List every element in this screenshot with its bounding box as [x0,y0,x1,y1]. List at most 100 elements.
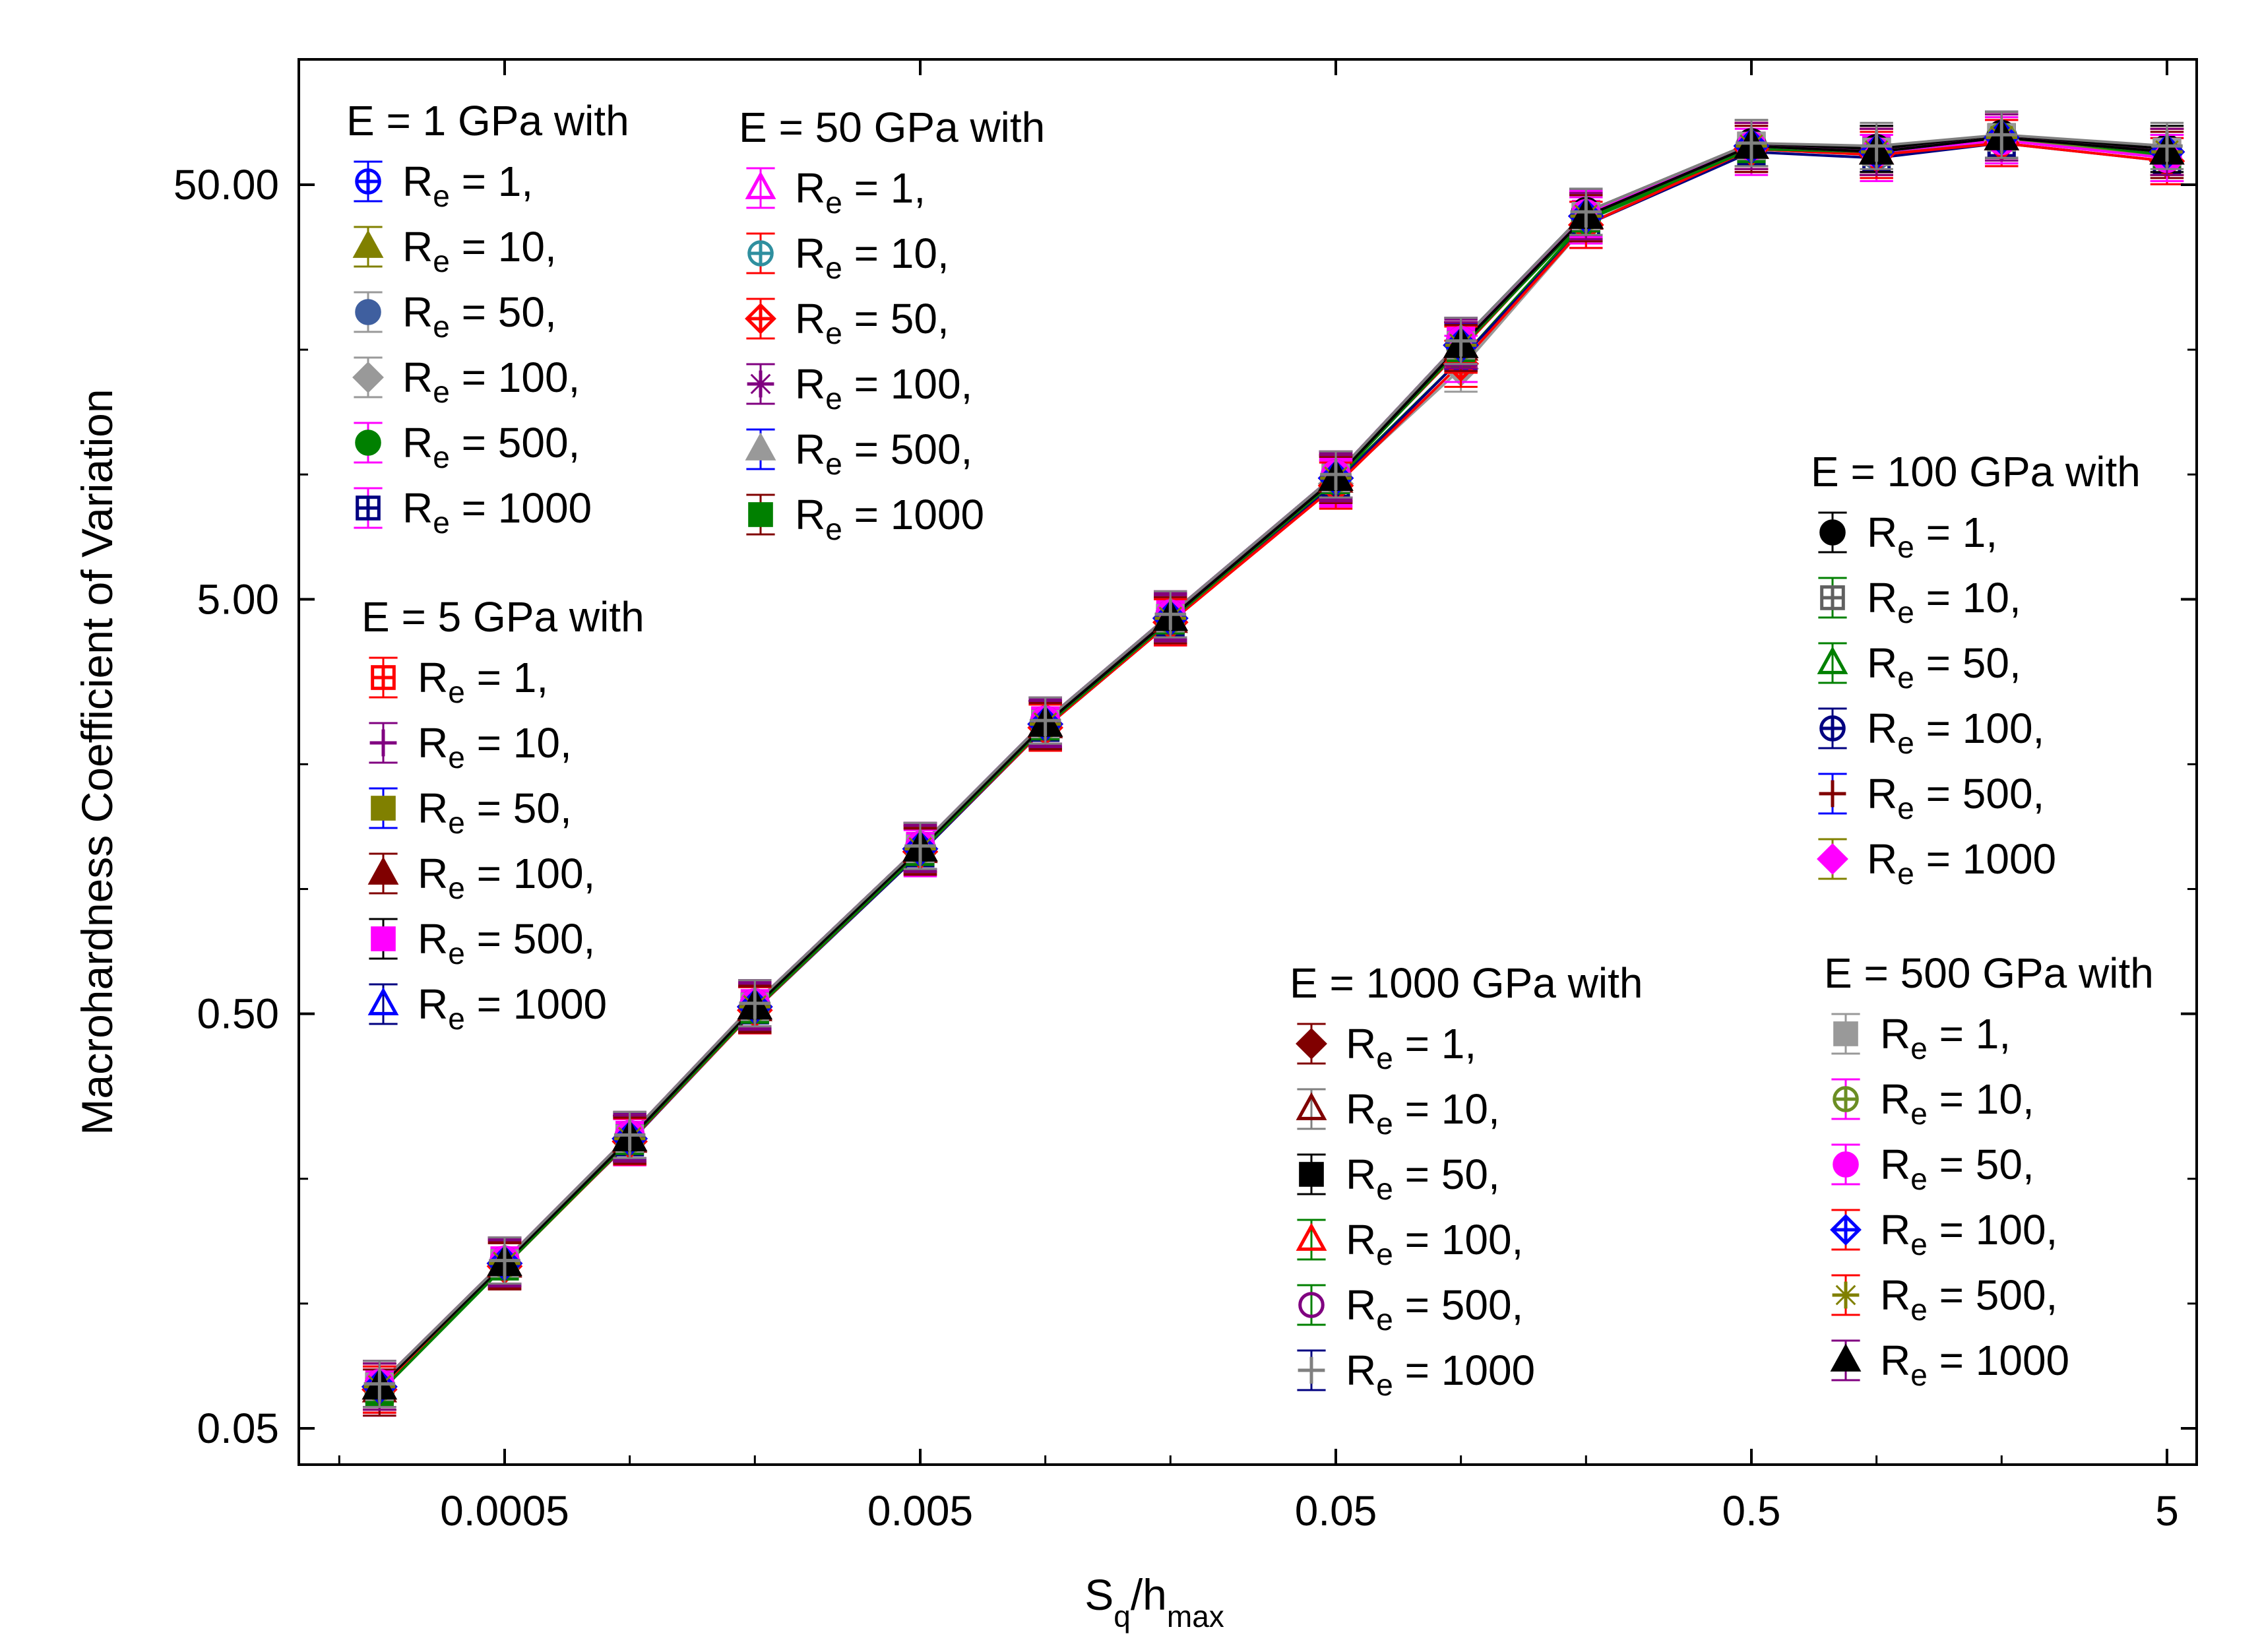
series-line [378,136,2168,1388]
data-point [1985,110,2019,159]
marker-shape [1830,1214,1862,1246]
y-tick-label: 0.50 [197,990,279,1038]
legend-marker [1830,1339,1862,1382]
legend-entry-label: Re = 10, [418,719,572,775]
legend-entry-label: Re = 50, [1346,1151,1500,1206]
axis-ticks: 0.0005 0.005 0.05 0.5 5 0.05 0.50 5.00 50.00 [173,59,2197,1535]
marker-shape [1819,519,1846,546]
plot-frame [298,58,2198,1466]
legend-marker [369,787,398,829]
marker-shape [1817,646,1848,674]
data-point [613,1110,646,1159]
legend-entry-label: Re = 10, [795,230,949,285]
marker-shape [1298,1292,1325,1318]
legend-marker [1297,1349,1326,1391]
legend-entry-label: Re = 500, [1880,1271,2057,1327]
data-point [1734,119,1769,168]
marker-shape [371,796,396,821]
marker-shape [371,926,396,951]
legend-marker [1831,1078,1860,1120]
y-tick-label: 5.00 [197,575,279,623]
legend-marker [1817,838,1848,880]
data-point [1319,450,1353,499]
legend-marker [354,160,383,203]
legend-entry-label: Re = 1, [402,158,533,213]
legend-entry-label: Re = 10, [1880,1075,2034,1131]
x-tick-label: 0.005 [867,1487,973,1535]
plot-markers [361,110,2185,1417]
legend-marker [1818,577,1847,619]
legend-entry-label: Re = 50, [795,295,949,350]
legend-marker [352,226,384,268]
marker-shape [1833,1021,1858,1046]
legend-group: E = 500 GPa with Re = 1, Re = 10, Re = 50, R… [1824,949,2154,1392]
legend-marker [746,363,775,405]
y-tick-label: 0.05 [197,1405,279,1452]
legend-title: E = 5 GPa with [361,593,644,641]
marker-shape [745,432,776,461]
y-axis-label: Macrohardness Coefficient of Variation [73,389,121,1135]
data-point [2150,121,2184,170]
legend-marker [1831,1274,1860,1316]
legend-marker [746,232,775,274]
legend-entry-label: Re = 50, [402,288,557,344]
marker-shape [748,502,773,527]
legend-marker [1296,1088,1327,1130]
legend-marker [1296,1219,1327,1261]
legend-entry-label: Re = 500, [402,419,580,474]
marker-shape [745,303,776,334]
y-tick-label: 50.00 [173,161,279,208]
legend-marker [1818,707,1847,749]
data-point [903,821,937,870]
legend-marker [746,493,775,536]
marker-shape [1817,843,1848,875]
legend-marker [1818,511,1847,554]
legend-marker [352,356,384,398]
marker-shape [1296,1223,1327,1251]
legend-marker [1831,1013,1860,1055]
legend-entry-label: Re = 1, [795,164,926,220]
legend-marker [1818,773,1847,815]
legend-entry-label: Re = 50, [1880,1141,2034,1196]
legend-marker [369,722,398,764]
legend-entry-label: Re = 100, [1867,705,2044,760]
marker-shape [1833,1151,1859,1178]
legend-marker [1297,1284,1326,1326]
marker-shape [355,429,381,456]
legend-title: E = 1000 GPa with [1290,959,1643,1007]
legend-entry-label: Re = 500, [1346,1281,1523,1337]
data-point [1569,187,1603,236]
legend-title: E = 500 GPa with [1824,949,2154,997]
marker-shape [355,299,381,325]
legend-entry-label: Re = 100, [795,360,972,416]
legend-marker [354,291,383,333]
legend-title: E = 50 GPa with [739,104,1045,151]
legend-entry-label: Re = 10, [1867,574,2021,629]
legend-entry-label: Re = 500, [795,426,972,481]
legend-entry-label: Re = 10, [1346,1085,1500,1141]
legend-group: E = 1 GPa with Re = 1, Re = 10, Re = 50, Re … [346,97,629,540]
x-tick-label: 0.5 [1722,1487,1781,1535]
legend-group: E = 5 GPa with Re = 1, Re = 10, Re = 50, Re … [361,593,644,1036]
marker-cross [1835,1285,1856,1306]
legend-marker [745,298,776,340]
x-tick-label: 0.05 [1295,1487,1377,1535]
marker-shape [367,987,399,1015]
marker-shape [1296,1028,1327,1060]
data-point [738,979,772,1028]
legend-marker [367,983,399,1025]
marker-shape [352,230,384,258]
x-tick-label: 0.0005 [440,1487,569,1535]
legend-entry-label: Re = 1000 [402,484,592,540]
marker-shape [367,856,399,885]
legend-entry-label: Re = 1000 [795,491,984,546]
plot-lines [378,133,2168,1394]
legend-marker [367,852,399,895]
legend-entry-label: Re = 1, [1880,1010,2011,1065]
legend-entry-label: Re = 1, [1346,1020,1476,1075]
legend-marker [1297,1153,1326,1195]
legend-entry-label: Re = 50, [418,784,572,840]
legend-marker [369,656,398,699]
